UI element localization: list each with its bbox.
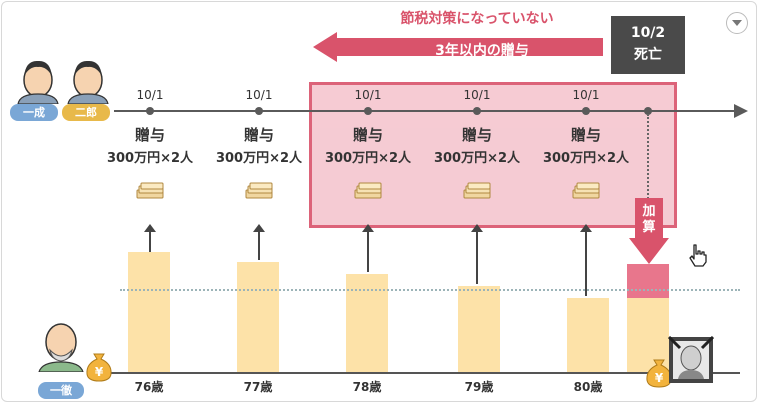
money-stack-icon <box>245 182 273 199</box>
timeline-axis <box>114 110 736 112</box>
heir2-tag: 二郎 <box>62 104 110 121</box>
heir1-tag: 一成 <box>10 104 58 121</box>
hand-cursor-icon <box>689 244 707 267</box>
money-stack-icon <box>354 182 382 199</box>
ground-line <box>100 372 740 374</box>
money-stack-icon <box>463 182 491 199</box>
age-label: 80歳 <box>573 380 603 394</box>
up-arrow <box>253 224 265 260</box>
timeline-tick <box>582 107 590 115</box>
gift-label: 贈与 300万円×2人 <box>313 124 423 166</box>
svg-text:¥: ¥ <box>655 371 664 385</box>
death-date: 10/2 <box>630 25 666 41</box>
grantor-tag: 一徹 <box>38 382 84 399</box>
yen-bag-icon: ¥ <box>86 353 112 382</box>
age-label: 76歳 <box>134 380 164 394</box>
gift-title: 贈与 <box>570 126 601 144</box>
asset-bar <box>237 262 279 372</box>
death-dotted-line <box>647 114 649 214</box>
asset-bar <box>567 298 609 372</box>
gift-date: 10/1 <box>354 88 382 102</box>
age-label: 79歳 <box>464 380 494 394</box>
reference-dotted-line <box>120 289 740 291</box>
money-stack-icon <box>572 182 600 199</box>
gift-label: 贈与 300万円×2人 <box>95 124 205 166</box>
person-icon <box>67 60 109 104</box>
gift-title: 贈与 <box>461 126 492 144</box>
person-icon <box>38 323 84 372</box>
up-arrow <box>471 224 483 284</box>
gift-date: 10/1 <box>463 88 491 102</box>
svg-text:¥: ¥ <box>95 365 104 379</box>
gift-title: 贈与 <box>352 126 383 144</box>
asset-bar <box>458 286 500 372</box>
up-arrow <box>362 224 374 272</box>
gift-amount: 300万円×2人 <box>542 151 630 166</box>
age-label: 78歳 <box>352 380 382 394</box>
three-year-region <box>309 82 677 228</box>
gift-label: 贈与 300万円×2人 <box>422 124 532 166</box>
money-stack-icon <box>136 182 164 199</box>
timeline-tick <box>473 107 481 115</box>
gift-label: 贈与 300万円×2人 <box>204 124 314 166</box>
gift-date: 10/1 <box>572 88 600 102</box>
three-year-arrow <box>313 32 603 62</box>
gift-amount: 300万円×2人 <box>324 151 412 166</box>
gift-title: 贈与 <box>134 126 165 144</box>
gift-label: 贈与 300万円×2人 <box>531 124 641 166</box>
up-arrow <box>144 224 156 252</box>
add-back-label: 加算 <box>642 204 656 235</box>
gift-date: 10/1 <box>245 88 273 102</box>
up-arrow <box>580 224 592 296</box>
funeral-portrait-icon <box>668 336 714 383</box>
dropdown-icon[interactable] <box>726 12 748 34</box>
add-back-arrow <box>629 198 669 264</box>
timeline-tick <box>146 107 154 115</box>
timeline-tick-death <box>644 107 652 115</box>
gift-amount: 300万円×2人 <box>433 151 521 166</box>
timeline-tick <box>255 107 263 115</box>
arrow-label: 3年以内の贈与 <box>435 43 529 59</box>
person-icon <box>17 60 59 104</box>
death-box: 10/2 死亡 <box>611 16 685 74</box>
add-back-bar <box>627 264 669 298</box>
age-label: 77歳 <box>243 380 273 394</box>
asset-bar <box>128 252 170 372</box>
gift-title: 贈与 <box>243 126 274 144</box>
timeline-tick <box>364 107 372 115</box>
warning-text: 節税対策になっていない <box>400 11 554 27</box>
timeline-arrowhead <box>734 104 748 118</box>
gift-date: 10/1 <box>136 88 164 102</box>
gift-amount: 300万円×2人 <box>215 151 303 166</box>
gift-amount: 300万円×2人 <box>106 151 194 166</box>
death-label: 死亡 <box>634 47 662 63</box>
